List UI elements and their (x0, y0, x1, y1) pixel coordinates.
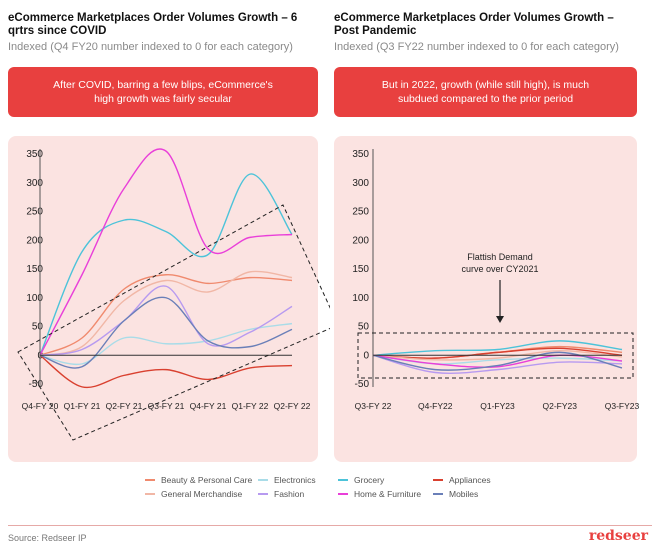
legend-swatch (258, 479, 268, 481)
left-banner-text: After COVID, barring a few blips, eComme… (53, 79, 273, 105)
legend-label: General Merchandise (161, 489, 243, 499)
left-chart-subtitle: Indexed (Q4 FY20 number indexed to 0 for… (8, 41, 293, 53)
left-dashed-highlight-box (17, 204, 330, 441)
left-y-tick-label: 150 (26, 264, 43, 275)
left-y-tick-label: 250 (26, 207, 43, 218)
right-series-grocery (372, 340, 623, 356)
left-chart-title: eCommerce Marketplaces Order Volumes Gro… (8, 12, 298, 37)
right-x-tick-label: Q3-FY 22 (355, 401, 392, 411)
right-chart-title: eCommerce Marketplaces Order Volumes Gro… (334, 12, 614, 37)
left-series-beauty-personal-care (39, 274, 293, 356)
left-series-appliances (39, 354, 293, 389)
right-line-chart: -50 0 50 100 150 200 250 300 350 Q3-FY 22 Q4-FY22 Q… (352, 149, 640, 411)
left-y-tick-label: 100 (26, 293, 43, 304)
left-y-tick-label: 50 (32, 322, 44, 333)
legend-item: Appliances (433, 475, 491, 485)
legend-label: Electronics (274, 475, 316, 485)
left-x-tick-label: Q4-FY 21 (190, 401, 227, 411)
legend-item: Beauty & Personal Care (145, 475, 252, 485)
legend-label: Fashion (274, 489, 305, 499)
right-series-fashion (372, 354, 623, 375)
source-note: Source: Redseer IP (8, 533, 87, 543)
chart-legend: Beauty & Personal Care Electronics Grocery… (0, 470, 660, 510)
legend-item: Home & Furniture (338, 489, 421, 499)
legend-item: Electronics (258, 475, 316, 485)
legend-item: Mobiles (433, 489, 478, 499)
left-series-home-furniture (39, 148, 293, 356)
legend-label: Home & Furniture (354, 489, 422, 499)
left-x-tick-label: Q4-FY 20 (22, 401, 59, 411)
legend-swatch (338, 493, 348, 495)
right-annotation-line1: Flattish Demand (467, 252, 533, 262)
legend-item: General Merchandise (145, 489, 242, 499)
legend-label: Mobiles (449, 489, 479, 499)
left-series-general-merchandise (39, 270, 293, 356)
right-y-tick-label: 350 (352, 149, 369, 160)
left-chart-panel (8, 136, 318, 462)
legend-label: Grocery (354, 475, 385, 485)
legend-swatch (338, 479, 348, 481)
left-series-mobiles (39, 296, 293, 369)
right-x-tick-label: Q1-FY23 (480, 401, 515, 411)
left-y-tick-label: 200 (26, 235, 43, 246)
right-y-tick-label: 50 (358, 322, 370, 333)
legend-swatch (145, 479, 155, 481)
right-chart-subtitle: Indexed (Q3 FY22 number indexed to 0 for… (334, 41, 619, 53)
left-series-fashion (39, 285, 293, 356)
right-x-tick-label: Q3-FY23 (605, 401, 640, 411)
right-y-tick-label: 100 (352, 293, 369, 304)
left-x-tick-label: Q2-FY 21 (106, 401, 143, 411)
right-x-tick-label: Q2-FY23 (543, 401, 578, 411)
left-banner: After COVID, barring a few blips, eComme… (8, 67, 318, 117)
left-series-grocery (39, 173, 293, 356)
right-banner-text: But in 2022, growth (while still high), … (381, 79, 590, 105)
right-y-tick-label: -50 (355, 379, 370, 390)
right-series-appliances (372, 347, 623, 359)
left-series-electronics (39, 322, 293, 366)
legend-label: Beauty & Personal Care (161, 475, 253, 485)
right-y-tick-label: 300 (352, 178, 369, 189)
right-chart-panel (334, 136, 637, 462)
left-y-tick-label: -50 (29, 379, 44, 390)
legend-item: Grocery (338, 475, 384, 485)
right-annotation-arrowhead (496, 316, 504, 323)
right-x-tick-label: Q4-FY22 (418, 401, 453, 411)
left-y-tick-label: 350 (26, 149, 43, 160)
left-y-tick-label: 300 (26, 178, 43, 189)
right-y-tick-label: 150 (352, 264, 369, 275)
right-y-tick-label: 250 (352, 207, 369, 218)
left-x-tick-label: Q3-FY 21 (148, 401, 185, 411)
right-y-tick-label: 0 (363, 350, 369, 361)
right-series-general-merchandise (372, 349, 623, 361)
right-annotation-line2: curve over CY2021 (461, 264, 538, 274)
legend-swatch (433, 493, 443, 495)
left-x-tick-label: Q1-FY 22 (232, 401, 269, 411)
left-x-tick-label: Q2-FY 22 (274, 401, 311, 411)
legend-swatch (145, 493, 155, 495)
right-y-tick-label: 200 (352, 235, 369, 246)
left-x-tick-label: Q1-FY 21 (64, 401, 101, 411)
footer-divider (8, 525, 652, 526)
right-banner: But in 2022, growth (while still high), … (334, 67, 637, 117)
legend-label: Appliances (449, 475, 491, 485)
legend-item: Fashion (258, 489, 304, 499)
right-dashed-highlight-box (357, 332, 634, 379)
legend-swatch (433, 479, 443, 481)
legend-swatch (258, 493, 268, 495)
brand-logo: redseer (588, 528, 648, 544)
